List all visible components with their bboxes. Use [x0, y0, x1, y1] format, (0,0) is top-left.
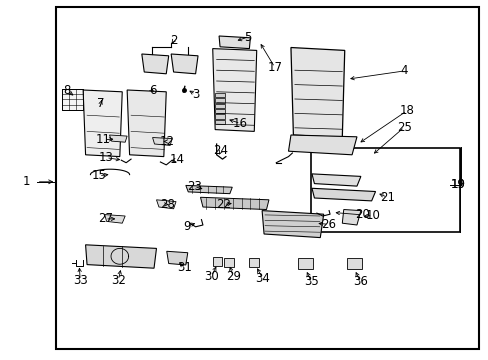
Polygon shape — [166, 251, 187, 265]
Polygon shape — [262, 211, 323, 238]
Bar — [56, 7, 478, 349]
Polygon shape — [215, 98, 224, 103]
Polygon shape — [212, 49, 256, 131]
Polygon shape — [311, 174, 360, 186]
Polygon shape — [311, 188, 375, 201]
Text: 20: 20 — [355, 208, 369, 221]
Polygon shape — [342, 210, 360, 225]
Polygon shape — [346, 258, 361, 269]
Text: 19: 19 — [450, 178, 465, 191]
Text: 11: 11 — [96, 133, 111, 146]
Polygon shape — [156, 200, 176, 209]
Bar — [310, 148, 459, 232]
Polygon shape — [185, 185, 232, 194]
Polygon shape — [212, 257, 222, 266]
Polygon shape — [83, 90, 122, 157]
Text: 17: 17 — [267, 61, 282, 74]
Text: 29: 29 — [225, 270, 240, 283]
Text: 33: 33 — [73, 274, 87, 287]
Polygon shape — [200, 197, 268, 210]
Polygon shape — [215, 93, 224, 97]
Text: 35: 35 — [304, 275, 318, 288]
Text: 13: 13 — [99, 151, 113, 164]
Text: 3: 3 — [191, 88, 199, 101]
Polygon shape — [142, 54, 168, 74]
Polygon shape — [290, 48, 344, 138]
Polygon shape — [85, 245, 156, 268]
Polygon shape — [215, 120, 224, 124]
Polygon shape — [224, 258, 233, 267]
Text: 1: 1 — [23, 175, 31, 188]
Text: 24: 24 — [213, 144, 228, 157]
Polygon shape — [109, 135, 127, 142]
Polygon shape — [104, 215, 125, 223]
Text: 28: 28 — [160, 198, 174, 211]
Polygon shape — [298, 258, 312, 269]
Text: 5: 5 — [244, 31, 251, 44]
Polygon shape — [219, 36, 250, 49]
Polygon shape — [215, 104, 224, 108]
Text: 25: 25 — [396, 121, 411, 134]
Text: 16: 16 — [233, 117, 247, 130]
Text: 6: 6 — [148, 84, 156, 97]
Text: 7: 7 — [97, 97, 104, 110]
Text: 9: 9 — [183, 220, 190, 233]
Bar — [62, 89, 82, 110]
Text: 36: 36 — [352, 275, 367, 288]
Text: 34: 34 — [255, 272, 269, 285]
Polygon shape — [152, 138, 172, 145]
Text: 31: 31 — [177, 261, 191, 274]
Polygon shape — [127, 90, 166, 157]
Text: 4: 4 — [400, 64, 407, 77]
Text: 19: 19 — [450, 178, 465, 191]
Text: 12: 12 — [160, 135, 174, 148]
Text: 8: 8 — [63, 84, 71, 97]
Polygon shape — [171, 54, 198, 74]
Text: 2: 2 — [169, 34, 177, 47]
Text: 23: 23 — [186, 180, 201, 193]
Text: 30: 30 — [203, 270, 218, 283]
Polygon shape — [288, 135, 356, 155]
Polygon shape — [249, 258, 259, 267]
Text: 10: 10 — [365, 209, 379, 222]
Text: 15: 15 — [91, 169, 106, 182]
Text: 32: 32 — [111, 274, 125, 287]
Text: 27: 27 — [98, 212, 112, 225]
Text: 26: 26 — [321, 218, 335, 231]
Text: 14: 14 — [169, 153, 184, 166]
Text: 21: 21 — [379, 191, 394, 204]
Polygon shape — [215, 109, 224, 113]
Text: 18: 18 — [399, 104, 413, 117]
Polygon shape — [215, 114, 224, 119]
Text: 22: 22 — [216, 198, 230, 211]
